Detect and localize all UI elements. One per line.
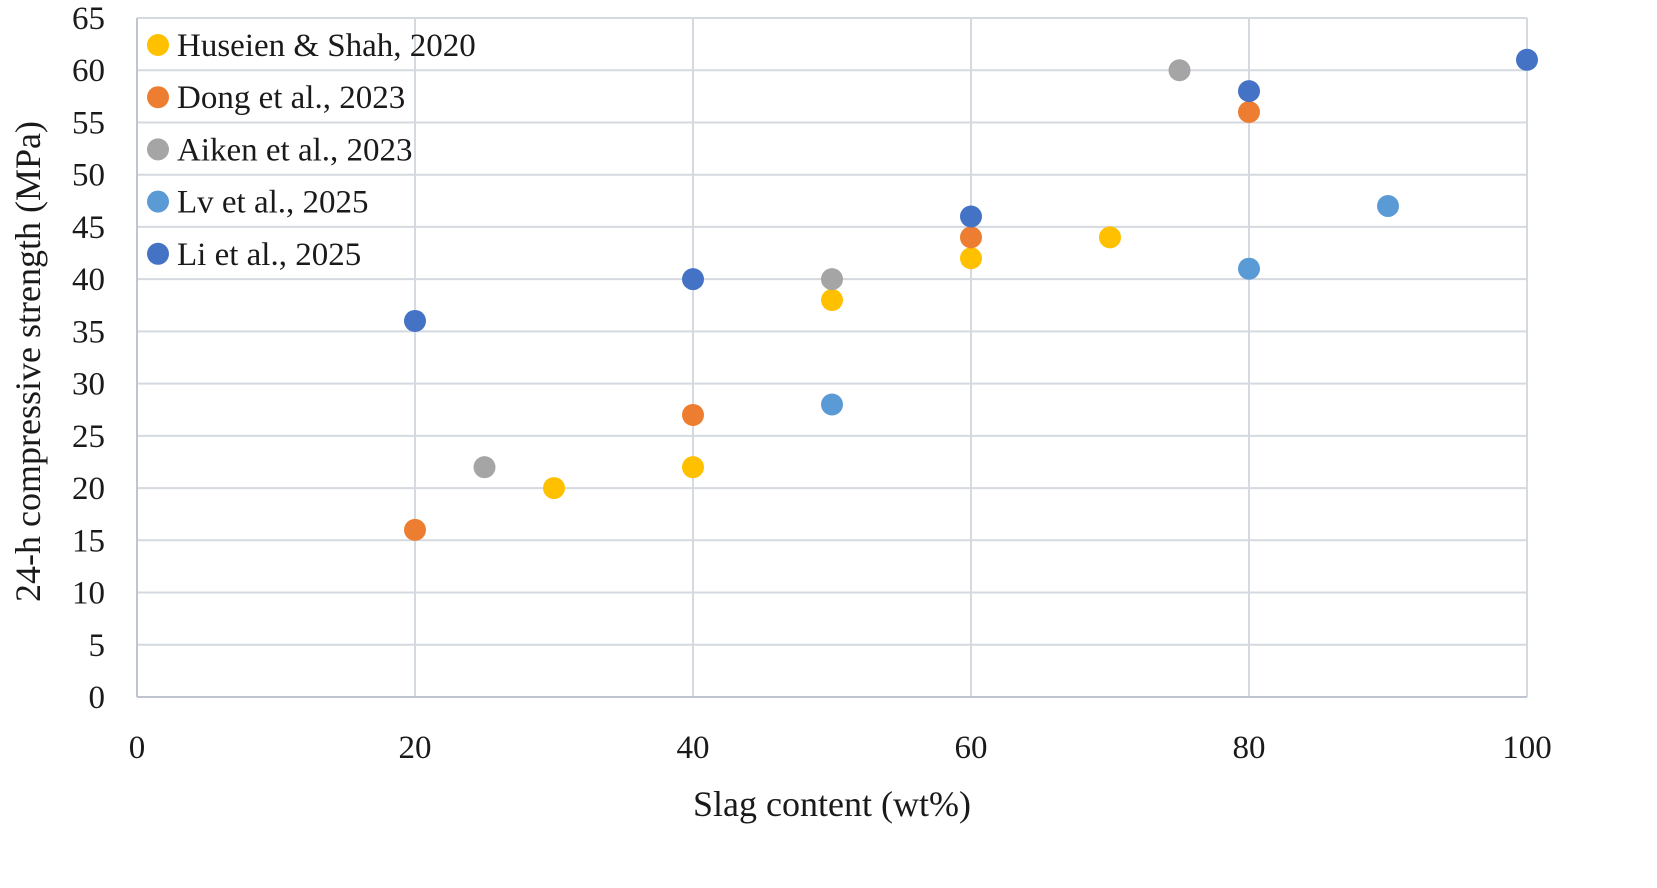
data-points (404, 48, 1538, 541)
y-tick-label-50: 50 (72, 158, 105, 194)
y-tick-label-65: 65 (72, 1, 105, 37)
x-tick-label-60: 60 (955, 730, 988, 766)
x-tick-label-80: 80 (1233, 730, 1266, 766)
data-point-s2-0 (473, 456, 496, 479)
data-point-s0-2 (821, 289, 843, 312)
legend-label-0: Huseien & Shah, 2020 (177, 28, 476, 64)
y-tick-label-45: 45 (72, 210, 105, 246)
data-point-s1-1 (682, 403, 704, 426)
legend-label-1: Dong et al., 2023 (177, 80, 405, 116)
legend-label-4: Li et al., 2025 (177, 237, 361, 273)
y-tick-label-5: 5 (89, 628, 106, 664)
y-axis-title: 24-h compressive strength (MPa) (8, 121, 48, 602)
data-point-s0-4 (1099, 226, 1121, 249)
y-tick-label-10: 10 (72, 576, 105, 612)
data-point-s3-0 (821, 393, 843, 416)
data-point-s1-2 (960, 226, 982, 249)
data-point-s4-4 (1516, 48, 1538, 71)
data-point-s1-3 (1238, 101, 1260, 124)
legend-marker-1 (147, 86, 169, 109)
data-point-s4-1 (682, 268, 704, 291)
data-point-s3-2 (1377, 195, 1399, 218)
y-tick-label-60: 60 (72, 53, 105, 89)
data-point-s0-3 (960, 247, 982, 270)
data-point-s1-0 (404, 518, 426, 541)
y-tick-label-30: 30 (72, 367, 105, 403)
x-tick-label-40: 40 (677, 730, 710, 766)
legend-label-2: Aiken et al., 2023 (177, 132, 413, 168)
legend-marker-0 (147, 34, 169, 56)
legend-label-3: Lv et al., 2025 (177, 185, 369, 221)
y-tick-label-20: 20 (72, 471, 105, 507)
axes (136, 18, 1527, 698)
y-tick-label-15: 15 (72, 523, 105, 559)
data-point-s4-0 (404, 309, 426, 332)
x-tick-label-100: 100 (1502, 730, 1552, 766)
legend: Huseien & Shah, 2020 Dong et al., 2023 Aik… (147, 28, 476, 273)
data-point-s0-1 (682, 456, 704, 479)
y-tick-label-40: 40 (72, 262, 105, 298)
data-point-s0-0 (543, 477, 565, 500)
y-tick-label-25: 25 (72, 419, 105, 455)
x-tick-label-0: 0 (129, 730, 146, 766)
grid-lines (137, 17, 1528, 697)
legend-marker-3 (147, 190, 169, 213)
y-tick-label-35: 35 (72, 314, 105, 350)
data-point-s3-1 (1238, 257, 1260, 280)
data-point-s2-1 (821, 268, 843, 291)
x-tick-label-20: 20 (399, 730, 432, 766)
data-point-s4-3 (1238, 80, 1260, 103)
tick-labels: 0 5 10 15 20 25 30 35 40 45 50 55 60 65 0 20 40 60 80 100 (72, 1, 1552, 766)
y-tick-label-0: 0 (89, 680, 106, 716)
x-axis-title: Slag content (wt%) (693, 784, 971, 824)
y-tick-label-55: 55 (72, 105, 105, 141)
data-point-s2-2 (1168, 59, 1191, 82)
legend-marker-2 (147, 138, 169, 161)
legend-marker-4 (147, 242, 169, 265)
data-point-s4-2 (960, 205, 982, 228)
